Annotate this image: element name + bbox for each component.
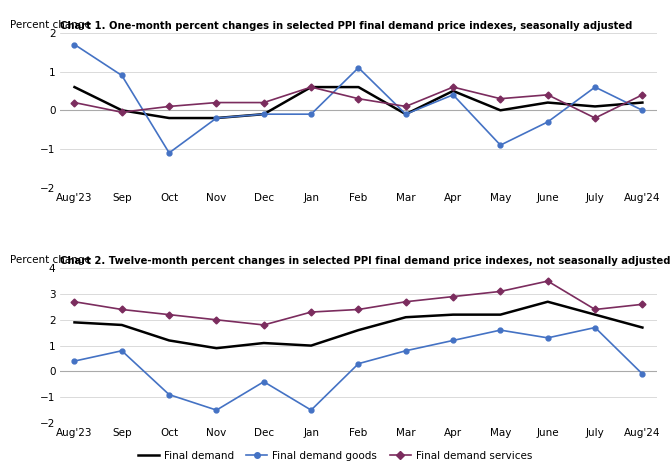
Text: Percent change: Percent change <box>9 255 90 265</box>
Text: Chart 2. Twelve-month percent changes in selected PPI final demand price indexes: Chart 2. Twelve-month percent changes in… <box>60 256 670 266</box>
Text: Chart 1. One-month percent changes in selected PPI final demand price indexes, s: Chart 1. One-month percent changes in se… <box>60 21 632 31</box>
Legend: Final demand, Final demand goods, Final demand services: Final demand, Final demand goods, Final … <box>133 446 537 465</box>
Text: Percent change: Percent change <box>9 20 90 30</box>
